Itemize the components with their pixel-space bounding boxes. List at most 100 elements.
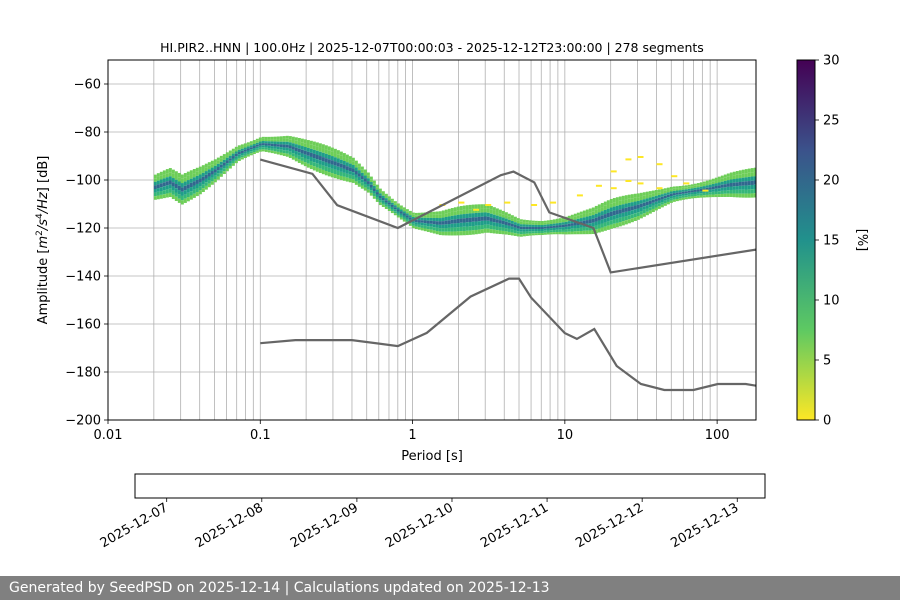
density-cell — [387, 198, 391, 201]
density-cell — [495, 208, 499, 213]
density-cell — [366, 189, 370, 193]
density-cell — [231, 158, 235, 161]
density-cell — [522, 219, 526, 223]
density-cell — [468, 230, 472, 235]
density-cell — [669, 196, 673, 199]
density-cell — [561, 219, 565, 223]
density-cell — [321, 161, 325, 166]
density-cell — [444, 228, 448, 232]
density-cell — [483, 212, 487, 217]
density-cell — [612, 198, 616, 203]
density-cell — [186, 197, 190, 202]
density-cell — [408, 210, 412, 214]
density-cell — [639, 207, 643, 212]
density-cell — [714, 191, 718, 195]
density-cell — [507, 219, 511, 223]
density-cell — [264, 145, 268, 148]
density-cell — [429, 223, 433, 227]
density-cell — [381, 195, 385, 198]
density-cell — [480, 212, 484, 217]
density-cell — [300, 142, 304, 147]
density-cell — [291, 149, 295, 154]
density-cell — [414, 212, 418, 216]
density-cell — [624, 203, 628, 208]
density-cell — [480, 220, 484, 226]
density-cell — [399, 211, 403, 214]
density-cell — [249, 151, 253, 154]
density-cell — [252, 150, 256, 153]
density-cell — [204, 178, 208, 183]
density-cell — [306, 151, 310, 156]
density-cell — [453, 211, 457, 216]
density-cell — [609, 220, 613, 225]
density-cell — [438, 211, 442, 215]
density-cell — [639, 196, 643, 201]
density-cell — [318, 160, 322, 165]
density-cell — [183, 177, 187, 182]
density-cell — [396, 207, 400, 210]
density-cell — [657, 203, 661, 207]
density-cell — [399, 215, 403, 218]
density-cell — [363, 175, 367, 179]
density-cell — [591, 230, 595, 234]
density-cell — [603, 222, 607, 227]
density-cell — [393, 205, 397, 208]
density-cell — [366, 172, 370, 176]
density-cell — [636, 216, 640, 220]
density-cell — [540, 222, 544, 225]
density-cell — [450, 231, 454, 236]
density-cell — [507, 216, 511, 220]
density-cell — [159, 194, 163, 199]
density-cell — [522, 226, 526, 230]
density-cell — [210, 160, 214, 165]
density-cell — [339, 163, 343, 168]
density-cell — [513, 222, 517, 225]
density-cell — [468, 217, 472, 223]
density-cell — [588, 215, 592, 220]
density-cell — [540, 220, 544, 223]
density-cell — [360, 185, 364, 189]
density-cell — [516, 231, 520, 234]
density-cell — [285, 144, 289, 148]
density-cell — [537, 222, 541, 225]
density-cell — [696, 193, 700, 196]
density-cell — [231, 160, 235, 164]
density-cell — [243, 149, 247, 152]
density-cell — [486, 224, 490, 229]
density-cell — [435, 211, 439, 215]
density-cell — [612, 219, 616, 224]
density-cell — [708, 179, 712, 183]
density-cell — [573, 213, 577, 217]
density-cell — [255, 140, 259, 143]
colorbar-ticks: 0 5 10 15 20 25 30 — [815, 54, 840, 429]
density-cell — [495, 230, 499, 234]
density-cell — [546, 228, 550, 231]
density-cell — [159, 187, 163, 192]
density-cell — [744, 173, 748, 178]
density-cell — [483, 208, 487, 213]
density-cell — [246, 142, 250, 145]
density-cell — [225, 165, 229, 169]
density-cell — [222, 171, 226, 175]
density-cell — [375, 187, 379, 190]
density-cell — [240, 150, 244, 153]
density-cell — [174, 188, 178, 193]
density-cell — [294, 147, 298, 152]
density-cell — [177, 185, 181, 191]
density-cell — [732, 179, 736, 183]
density-cell — [321, 144, 325, 149]
density-cell — [453, 223, 457, 228]
density-cell — [303, 162, 307, 167]
density-cell — [609, 224, 613, 229]
density-cell — [669, 191, 673, 194]
density-cell — [159, 191, 163, 195]
density-cell — [513, 224, 517, 228]
y-tick-label: −60 — [74, 78, 101, 93]
density-cell — [156, 173, 160, 177]
density-cell — [441, 224, 445, 229]
density-cell — [480, 229, 484, 234]
density-cell — [618, 209, 622, 214]
density-cell — [633, 201, 637, 206]
density-cell — [306, 140, 310, 145]
density-cell — [549, 221, 553, 225]
